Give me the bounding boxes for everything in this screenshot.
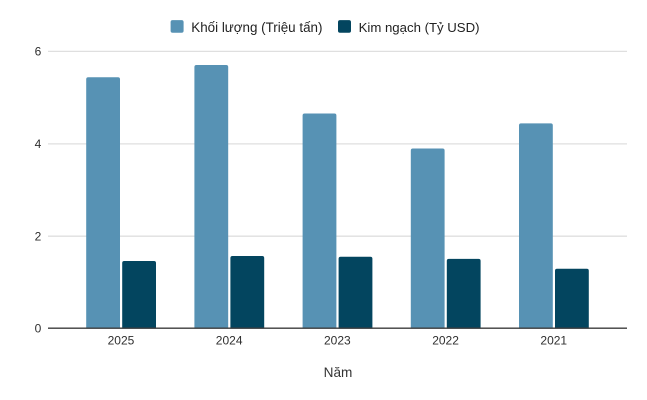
- svg-text:2023: 2023: [324, 334, 351, 348]
- svg-text:Kim ngạch (Tỷ USD): Kim ngạch (Tỷ USD): [359, 20, 480, 35]
- svg-text:2022: 2022: [432, 334, 459, 348]
- svg-text:4: 4: [35, 137, 42, 151]
- svg-text:2: 2: [35, 229, 42, 243]
- svg-text:2025: 2025: [108, 334, 135, 348]
- svg-text:2021: 2021: [540, 334, 567, 348]
- svg-text:Năm: Năm: [324, 365, 353, 380]
- svg-text:0: 0: [35, 321, 42, 335]
- svg-text:2024: 2024: [216, 334, 243, 348]
- svg-text:Khối lượng (Triệu tấn): Khối lượng (Triệu tấn): [191, 20, 322, 35]
- svg-text:6: 6: [35, 45, 42, 59]
